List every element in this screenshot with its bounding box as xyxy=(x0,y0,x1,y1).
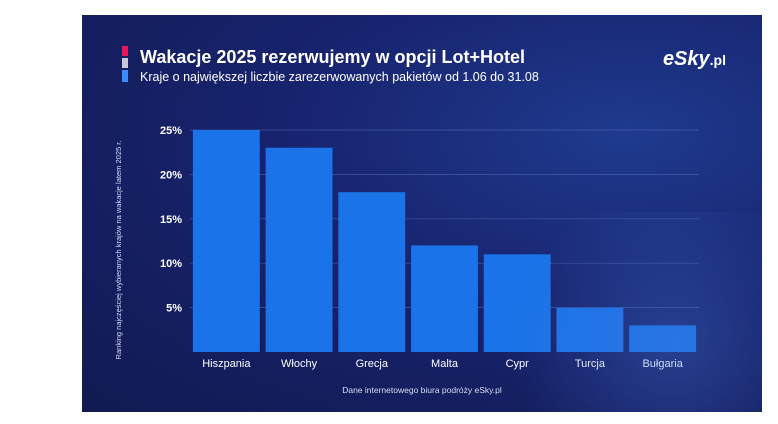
y-tick-label: 15% xyxy=(160,214,182,226)
logo-text: eSky xyxy=(662,48,710,70)
bar-bułgaria xyxy=(629,325,697,352)
y-tick-label: 20% xyxy=(160,169,182,181)
bar-grecja xyxy=(338,192,406,352)
bar-cypr xyxy=(483,254,551,352)
chart-panel: Wakacje 2025 rezerwujemy w opcji Lot+Hot… xyxy=(82,15,762,412)
logo-suffix: .pl xyxy=(709,52,726,68)
bar-włochy xyxy=(265,147,333,352)
x-tick-label: Malta xyxy=(431,358,459,370)
x-tick-label: Bułgaria xyxy=(642,358,683,370)
x-tick-label: Grecja xyxy=(356,358,389,370)
bar-hiszpania xyxy=(192,130,260,352)
chart-subtitle: Kraje o największej liczbie zarezerwowan… xyxy=(140,70,539,84)
bar-chart: 5% 10% 15% 20% 25% Hiszpania Włochy Grecja Malta… xyxy=(160,125,699,370)
x-tick-label: Hiszpania xyxy=(202,358,251,370)
y-tick-label: 10% xyxy=(160,258,182,270)
x-tick-label: Cypr xyxy=(506,358,530,370)
accent-bar-grey xyxy=(122,58,128,68)
esky-logo: eSky.pl xyxy=(663,48,726,71)
chart-title: Wakacje 2025 rezerwujemy w opcji Lot+Hot… xyxy=(140,47,525,67)
accent-bar-pink xyxy=(122,46,128,56)
x-tick-label: Włochy xyxy=(281,358,318,370)
source-note: Dane internetowego biura podróży eSky.pl xyxy=(342,385,502,395)
y-tick-label: 25% xyxy=(160,125,182,137)
bar-malta xyxy=(411,245,478,352)
y-tick-label: 5% xyxy=(166,303,182,315)
accent-bar-blue xyxy=(122,70,128,82)
bar-turcja xyxy=(556,307,624,352)
x-tick-label: Turcja xyxy=(575,358,606,370)
